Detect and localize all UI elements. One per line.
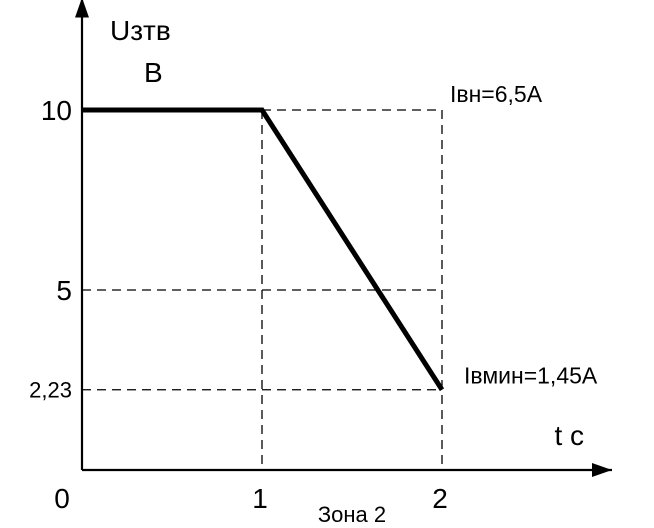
y-tick-label: 2,23 — [29, 378, 72, 403]
y-tick-labels: 10 5 2,23 — [29, 95, 72, 403]
annotation-zone: Зона 2 — [318, 502, 386, 527]
y-axis-title: Uзтв — [110, 15, 171, 46]
grid — [82, 109, 443, 470]
y-axis-unit: В — [144, 57, 163, 88]
x-axis-title: t с — [554, 420, 584, 451]
annotation-i-vmin: Iвмин=1,45А — [464, 363, 598, 389]
annotation-i-vn: Iвн=6,5А — [450, 81, 543, 107]
y-tick-label: 10 — [41, 95, 72, 126]
origin-label: 0 — [54, 483, 70, 514]
series-line — [82, 107, 445, 392]
x-tick-label: 2 — [432, 483, 448, 514]
y-tick-label: 5 — [56, 275, 72, 306]
x-tick-label: 1 — [252, 483, 268, 514]
